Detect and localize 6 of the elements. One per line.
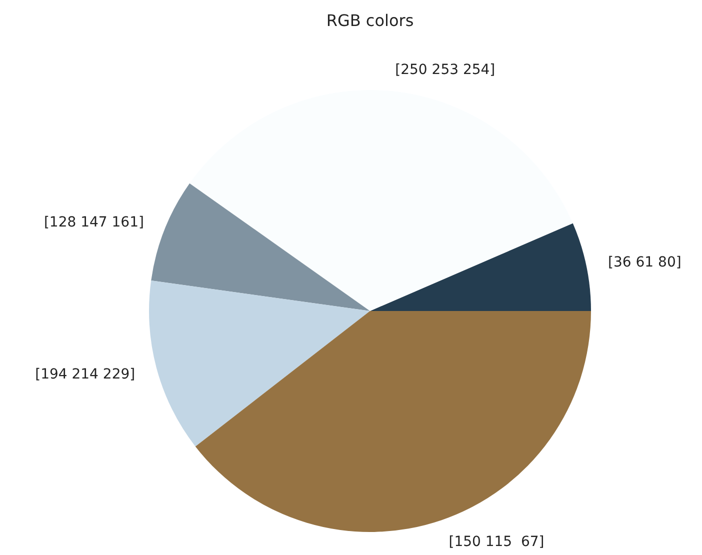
slice-label: [128 147 161] <box>44 214 144 230</box>
slice-label: [194 214 229] <box>35 366 136 383</box>
slice-label: [250 253 254] <box>395 62 496 78</box>
chart-title: RGB colors <box>326 11 414 30</box>
slice-label: [150 115 67] <box>448 534 544 550</box>
slice-label: [36 61 80] <box>608 254 682 271</box>
